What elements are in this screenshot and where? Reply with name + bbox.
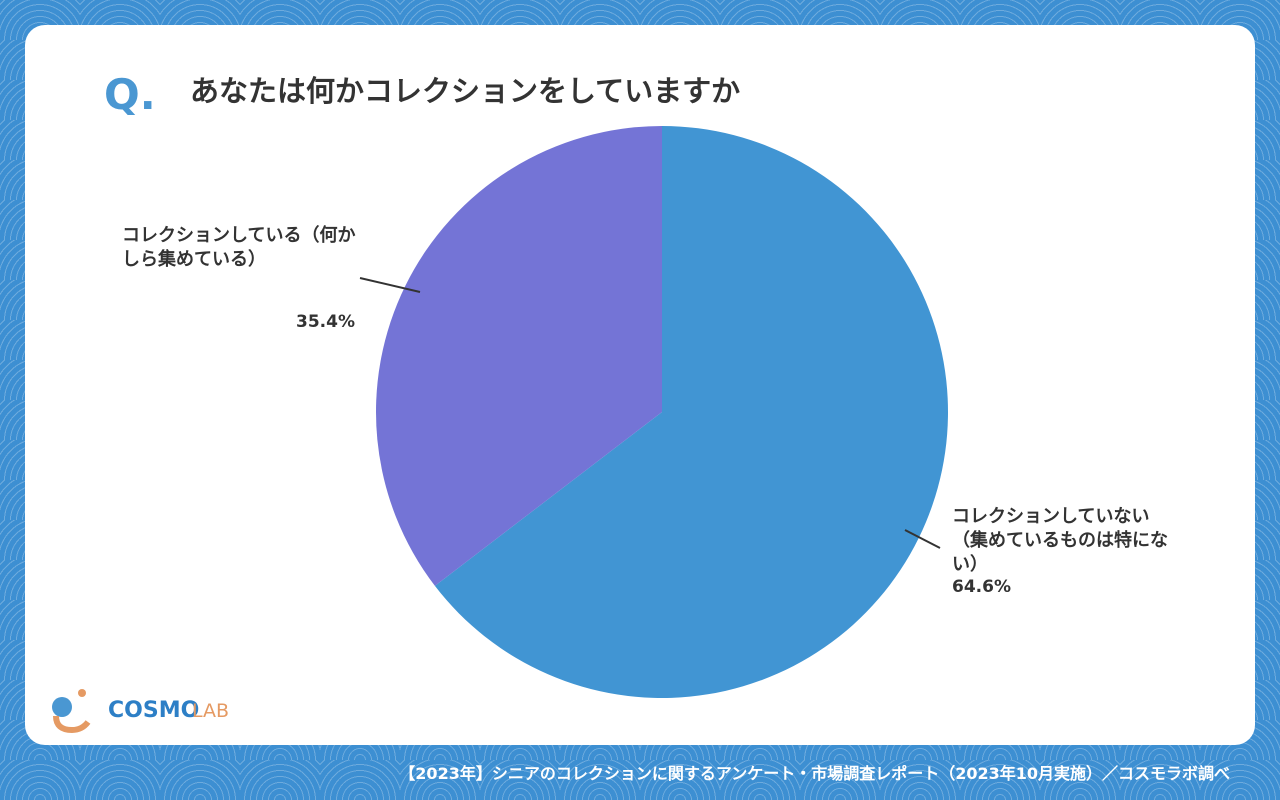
value-label: 35.4%: [296, 312, 355, 332]
pie-slice: [376, 126, 662, 586]
logo-text: COSMO: [108, 698, 200, 723]
logo-text: LAB: [192, 700, 230, 722]
q-mark: Q.: [104, 70, 156, 119]
footer: 【2023年】シニアのコレクションに関するアンケート・市場調査レポート（2023…: [399, 764, 1230, 783]
chart-title: あなたは何かコレクションをしていますか: [190, 74, 741, 108]
pie-slice: [434, 126, 949, 698]
logo-icon: [53, 715, 91, 734]
leader-line: [904, 529, 941, 549]
logo-icon: [78, 689, 86, 697]
leader-line: [359, 277, 421, 293]
slice-label: コレクションしていない（集めているものは特にない）: [952, 506, 1168, 575]
slice-label: コレクションしている（何かしら集めている）: [122, 225, 356, 270]
logo-icon: [52, 697, 72, 717]
value-label: 64.6%: [952, 577, 1011, 597]
